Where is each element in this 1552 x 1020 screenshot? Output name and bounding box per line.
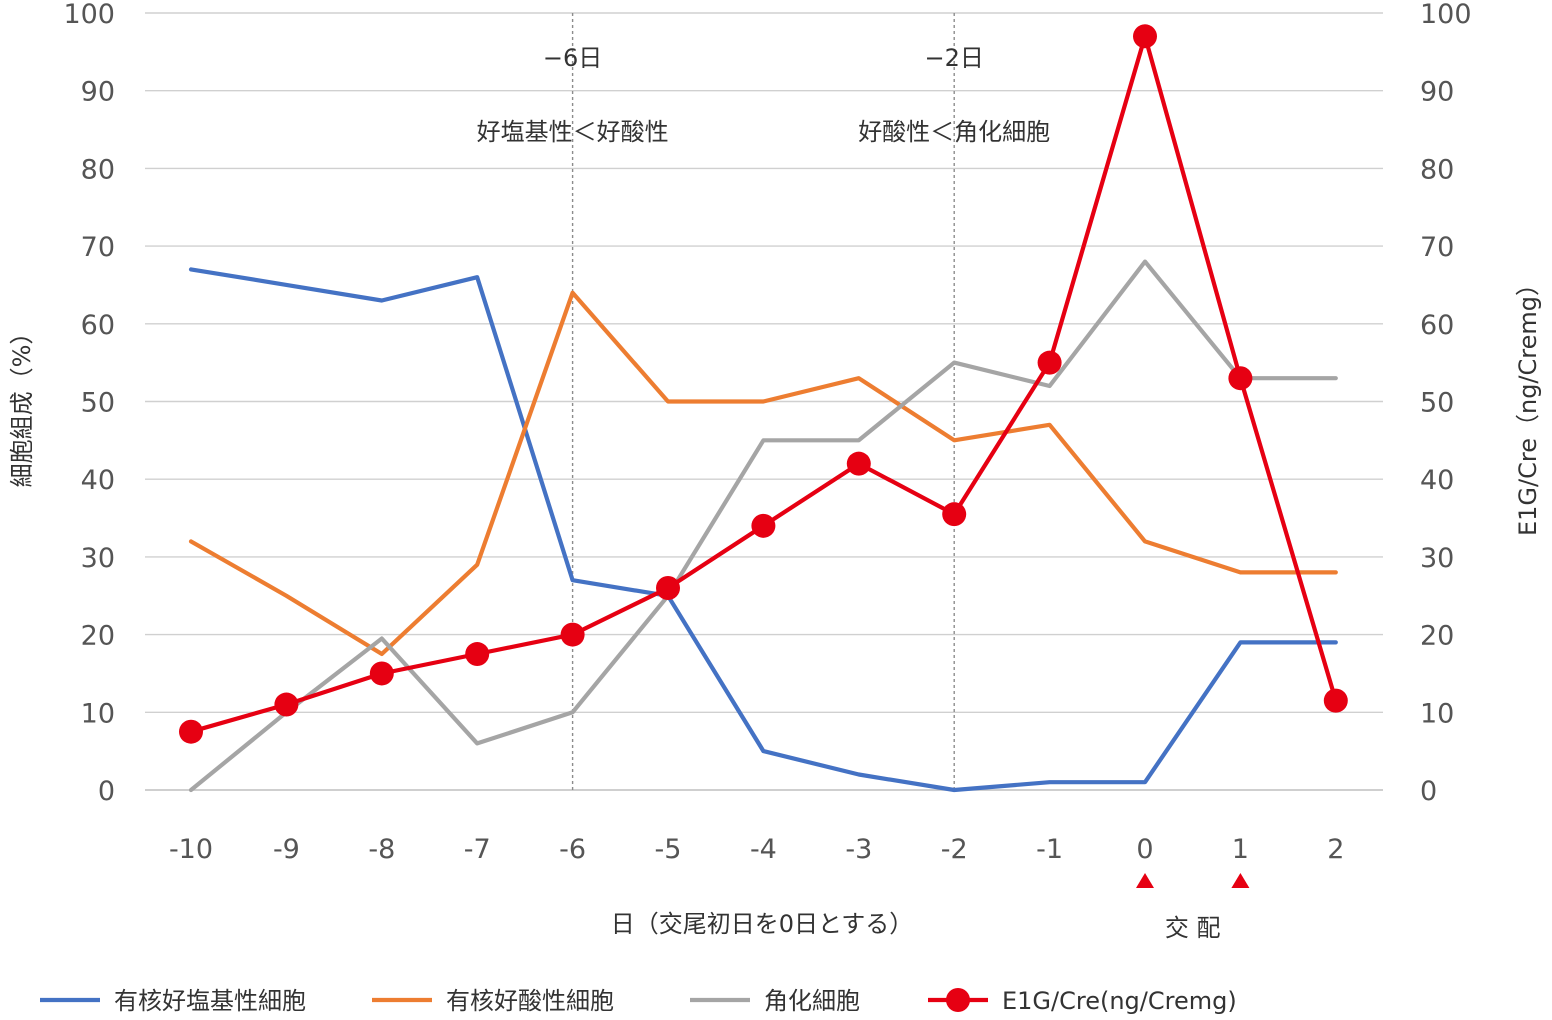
x-tick-label: -1: [1036, 834, 1063, 865]
y-tick-label-left: 20: [81, 621, 115, 652]
y-tick-label-right: 70: [1420, 232, 1454, 263]
x-tick-label: -8: [368, 834, 395, 865]
data-point: [1228, 366, 1253, 391]
x-tick-label: 1: [1232, 834, 1249, 865]
y-tick-label-right: 50: [1420, 388, 1454, 419]
annotation-sublabel: 好塩基性＜好酸性: [477, 118, 669, 146]
mating-label: 交 配: [1165, 914, 1221, 942]
legend-label: E1G/Cre(ng/Cremg): [1002, 987, 1237, 1015]
x-axis-ticks: -10 -9 -8 -7 -6 -5 -4 -3 -2 -1 0 1 2: [169, 834, 1344, 865]
y-tick-label-left: 80: [81, 154, 115, 185]
x-axis-title: 日（交尾初日を0日とする）: [611, 910, 914, 938]
y-tick-label-left: 90: [81, 77, 115, 108]
legend-label: 角化細胞: [764, 987, 860, 1015]
series-group: [179, 24, 1348, 793]
y-axis-right-ticks: 0 10 20 30 40 50 60 70 80 90 100: [1420, 0, 1472, 807]
y-tick-label-left: 50: [81, 388, 115, 419]
x-tick-label: 0: [1136, 834, 1153, 865]
y-tick-label-left: 100: [63, 0, 115, 30]
y-tick-label-right: 10: [1420, 698, 1454, 729]
data-point: [1133, 24, 1157, 49]
legend-label: 有核好塩基性細胞: [114, 987, 306, 1015]
y-tick-label-right: 60: [1420, 310, 1454, 341]
data-point: [1037, 350, 1062, 375]
y-axis-right-title: E1G/Cre（ng/Cremg）: [1514, 272, 1542, 536]
x-tick-label: -10: [169, 834, 213, 865]
y-tick-label-left: 0: [98, 776, 115, 807]
mating-triangle-icon: [1231, 873, 1250, 888]
annotation-sublabel: 好酸性＜角化細胞: [858, 118, 1050, 146]
x-tick-label: -6: [559, 834, 586, 865]
data-point: [942, 502, 967, 527]
mating-markers: 交 配: [1136, 873, 1250, 942]
data-point: [846, 451, 871, 476]
y-tick-label-right: 90: [1420, 77, 1454, 108]
data-point: [656, 575, 680, 600]
legend-label: 有核好酸性細胞: [446, 987, 614, 1015]
data-point: [560, 622, 585, 647]
y-tick-label-right: 40: [1420, 465, 1454, 496]
y-axis-left-title: 細胞組成（%）: [8, 321, 36, 488]
legend-marker: [946, 988, 970, 1012]
data-point: [465, 642, 490, 667]
annotation-label: −2日: [925, 44, 984, 72]
mating-triangle-icon: [1136, 873, 1154, 888]
y-tick-label-right: 100: [1420, 0, 1472, 30]
series-line-3: [188, 259, 1338, 793]
x-tick-label: 2: [1327, 834, 1344, 865]
y-tick-label-left: 40: [81, 465, 115, 496]
x-tick-label: -2: [941, 834, 968, 865]
data-point: [751, 513, 776, 538]
series-line-4: [188, 34, 1338, 734]
y-tick-label-right: 20: [1420, 621, 1454, 652]
legend: 有核好塩基性細胞 有核好酸性細胞 角化細胞 E1G/Cre(ng/Cremg): [40, 987, 1237, 1015]
data-point: [369, 661, 394, 686]
annotation-label: −6日: [543, 44, 602, 72]
y-tick-label-left: 10: [81, 698, 115, 729]
data-point: [179, 719, 203, 744]
y-tick-label-left: 70: [81, 232, 115, 263]
series-line-2: [188, 290, 1338, 657]
series-line-1: [188, 267, 1338, 793]
x-tick-label: -5: [655, 834, 682, 865]
data-point: [274, 692, 299, 717]
x-tick-label: -9: [273, 834, 300, 865]
data-point: [1323, 688, 1348, 713]
y-axis-left-ticks: 0 10 20 30 40 50 60 70 80 90 100: [63, 0, 115, 807]
y-tick-label-right: 0: [1420, 776, 1437, 807]
x-tick-label: -3: [845, 834, 872, 865]
y-tick-label-right: 30: [1420, 543, 1454, 574]
y-tick-label-left: 60: [81, 310, 115, 341]
y-tick-label-left: 30: [81, 543, 115, 574]
x-tick-label: -4: [750, 834, 777, 865]
y-tick-label-right: 80: [1420, 154, 1454, 185]
x-tick-label: -7: [464, 834, 491, 865]
